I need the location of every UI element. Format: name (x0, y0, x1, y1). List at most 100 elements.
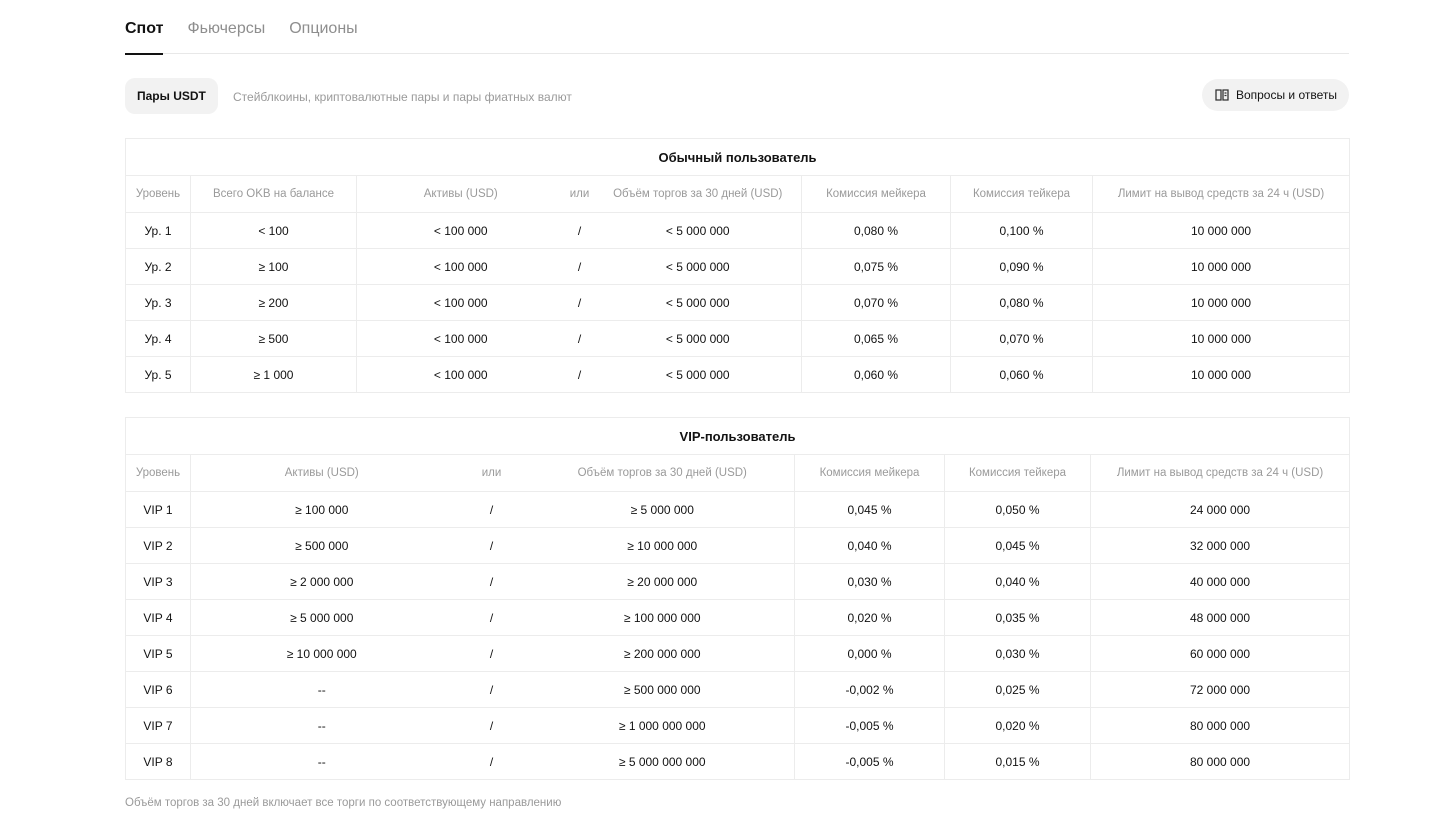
usdt-pairs-button[interactable]: Пары USDT (125, 78, 218, 114)
table-cell: 0,020 % (794, 599, 945, 636)
column-header: Комиссия тейкера (950, 175, 1093, 213)
table-cell: Ур. 3 (125, 284, 191, 321)
table-cell: ≥ 100 (190, 248, 357, 285)
header-row: Уровень Активы (USD) или Объём торгов за 30… (125, 454, 1350, 492)
table-cell: ≥ 500 000 (190, 527, 453, 564)
column-header: Уровень (125, 175, 191, 213)
column-header: Активы (USD) (356, 175, 565, 213)
faq-button[interactable]: Вопросы и ответы (1201, 79, 1349, 111)
column-header: Объём торгов за 30 дней (USD) (530, 454, 795, 492)
table-cell: ≥ 10 000 000 (190, 635, 453, 672)
column-header: или (452, 454, 531, 492)
table-cell: / (452, 743, 531, 780)
table-cell: / (564, 320, 595, 357)
table-cell: -0,005 % (794, 707, 945, 744)
table-cell: ≥ 200 000 000 (530, 635, 795, 672)
footnote: Объём торгов за 30 дней включает все тор… (125, 797, 562, 809)
table-cell: 0,075 % (801, 248, 951, 285)
header-row: Уровень Всего OKB на балансе Активы (USD) и… (125, 175, 1350, 213)
table-cell: VIP 7 (125, 707, 191, 744)
table-cell: ≥ 100 000 000 (530, 599, 795, 636)
table-cell: VIP 2 (125, 527, 191, 564)
table-cell: 24 000 000 (1089, 491, 1350, 528)
pair-description: Стейблкоины, криптовалютные пары и пары … (233, 90, 572, 104)
table-cell: 0,065 % (801, 320, 951, 357)
table-cell: ≥ 500 (190, 320, 357, 357)
table-cell: VIP 6 (125, 671, 191, 708)
table-cell: < 100 000 (356, 284, 565, 321)
tab-options[interactable]: Опционы (289, 20, 358, 37)
table-cell: 0,045 % (794, 491, 945, 528)
column-header: Лимит на вывод средств за 24 ч (USD) (1089, 454, 1350, 492)
table-row: VIP 7 -- / ≥ 1 000 000 000 -0,005 % 0,020 % 80… (125, 707, 1350, 744)
table-cell: 0,020 % (944, 707, 1091, 744)
table-cell: ≥ 5 000 000 (190, 599, 453, 636)
table-row: Ур. 1 < 100 < 100 000/< 5 000 000 0,080 % 0,… (125, 212, 1350, 249)
table-cell: / (452, 563, 531, 600)
table-cell: 0,100 % (950, 212, 1093, 249)
table-cell: 0,070 % (950, 320, 1093, 357)
table-cell: -0,002 % (794, 671, 945, 708)
table-cell: 80 000 000 (1089, 707, 1350, 744)
table-cell: 40 000 000 (1089, 563, 1350, 600)
table-cell: Ур. 2 (125, 248, 191, 285)
table-cell: 0,070 % (801, 284, 951, 321)
table-cell: 10 000 000 (1091, 284, 1350, 321)
table-cell: < 5 000 000 (594, 284, 802, 321)
table-cell: ≥ 10 000 000 (530, 527, 795, 564)
table-cell: VIP 1 (125, 491, 191, 528)
table-cell: < 5 000 000 (594, 320, 802, 357)
table-cell: 0,080 % (950, 284, 1093, 321)
table-cell: -- (190, 743, 453, 780)
table-cell: 0,025 % (944, 671, 1091, 708)
table-cell: 0,050 % (944, 491, 1091, 528)
table-cell: ≥ 20 000 000 (530, 563, 795, 600)
table-cell: < 5 000 000 (594, 356, 802, 393)
table-cell: VIP 3 (125, 563, 191, 600)
column-header: Комиссия мейкера (801, 175, 951, 213)
table-row: Ур. 5 ≥ 1 000 < 100 000/< 5 000 000 0,060 %… (125, 356, 1350, 393)
table-cell: 0,040 % (794, 527, 945, 564)
table-cell: / (564, 284, 595, 321)
table-cell: / (452, 707, 531, 744)
table-cell: VIP 5 (125, 635, 191, 672)
book-icon (1215, 89, 1229, 101)
table-cell: 0,060 % (950, 356, 1093, 393)
table-cell: < 5 000 000 (594, 212, 802, 249)
table-cell: ≥ 200 (190, 284, 357, 321)
table-cell: / (564, 356, 595, 393)
table-cell: 72 000 000 (1089, 671, 1350, 708)
table-cell: 0,015 % (944, 743, 1091, 780)
table-row: Ур. 4 ≥ 500 < 100 000/< 5 000 000 0,065 % 0,… (125, 320, 1350, 357)
table-cell: VIP 8 (125, 743, 191, 780)
tab-spot[interactable]: Спот (125, 0, 164, 55)
table-cell: -- (190, 671, 453, 708)
table-cell: 32 000 000 (1089, 527, 1350, 564)
table-cell: 0,090 % (950, 248, 1093, 285)
table-cell: < 100 000 (356, 320, 565, 357)
column-header: Активы (USD) (190, 454, 453, 492)
table-cell: / (452, 635, 531, 672)
table-row: VIP 8 -- / ≥ 5 000 000 000 -0,005 % 0,015 % 80… (125, 743, 1350, 780)
table-row: VIP 6 -- / ≥ 500 000 000 -0,002 % 0,025 % 72 0… (125, 671, 1350, 708)
table-row: VIP 2 ≥ 500 000/≥ 10 000 000 0,040 % 0,045 … (125, 527, 1350, 564)
table-cell: ≥ 500 000 000 (530, 671, 795, 708)
column-header: или (564, 175, 595, 213)
table-cell: ≥ 5 000 000 000 (530, 743, 795, 780)
table-title: VIP-пользователь (125, 417, 1350, 455)
column-header: Уровень (125, 454, 191, 492)
table-cell: 0,060 % (801, 356, 951, 393)
table-row: Ур. 2 ≥ 100 < 100 000/< 5 000 000 0,075 % 0,… (125, 248, 1350, 285)
table-row: VIP 5 ≥ 10 000 000/≥ 200 000 000 0,000 % 0,… (125, 635, 1350, 672)
table-cell: ≥ 100 000 (190, 491, 453, 528)
table-cell: Ур. 4 (125, 320, 191, 357)
table-cell: Ур. 1 (125, 212, 191, 249)
tab-futures[interactable]: Фьючерсы (187, 20, 266, 37)
table-cell: -0,005 % (794, 743, 945, 780)
faq-label: Вопросы и ответы (1235, 88, 1337, 102)
column-header: Объём торгов за 30 дней (USD) (594, 175, 802, 213)
table-cell: 80 000 000 (1089, 743, 1350, 780)
table-row: VIP 4 ≥ 5 000 000/≥ 100 000 000 0,020 % 0,0… (125, 599, 1350, 636)
column-header: Комиссия мейкера (794, 454, 945, 492)
table-cell: 10 000 000 (1091, 356, 1350, 393)
